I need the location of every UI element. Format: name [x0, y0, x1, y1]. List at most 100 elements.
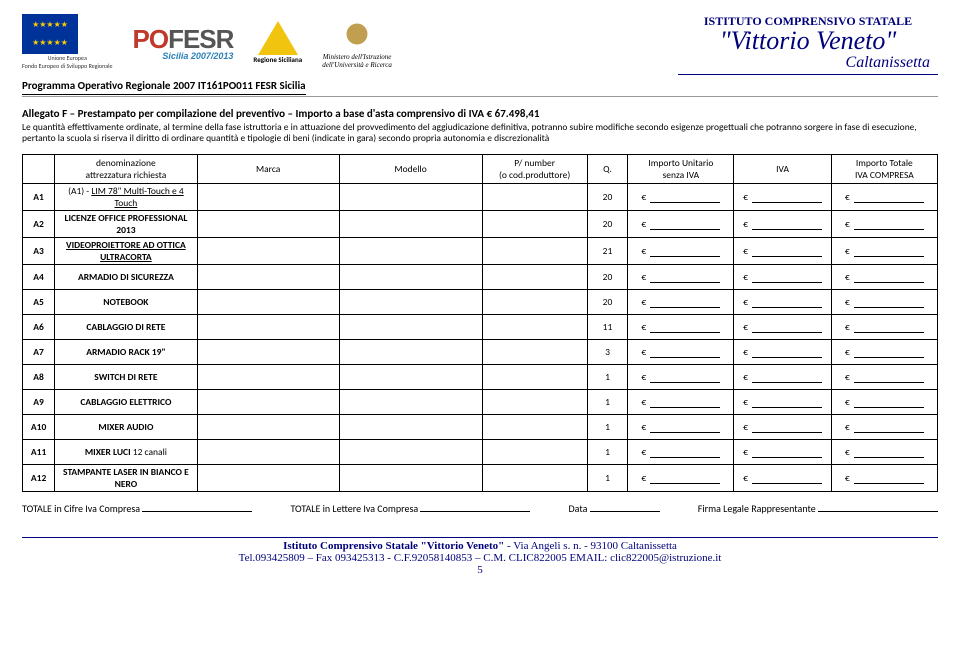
row-marca[interactable] — [197, 184, 339, 211]
logo-row: Unione Europea Fondo Europeo di Sviluppo… — [22, 14, 392, 70]
firma-blank[interactable] — [818, 511, 938, 512]
row-marca[interactable] — [197, 211, 339, 238]
row-modello[interactable] — [339, 365, 482, 390]
row-unit[interactable]: € — [628, 465, 734, 492]
row-unit[interactable]: € — [628, 415, 734, 440]
footer-email: clic822005@istruzione.it — [610, 552, 721, 564]
row-marca[interactable] — [197, 365, 339, 390]
row-pn[interactable] — [482, 390, 587, 415]
row-modello[interactable] — [339, 315, 482, 340]
row-tot[interactable]: € — [831, 365, 937, 390]
row-marca[interactable] — [197, 390, 339, 415]
row-iva[interactable]: € — [734, 415, 831, 440]
row-unit[interactable]: € — [628, 340, 734, 365]
row-iva[interactable]: € — [734, 390, 831, 415]
row-unit[interactable]: € — [628, 184, 734, 211]
row-pn[interactable] — [482, 238, 587, 265]
row-iva[interactable]: € — [734, 265, 831, 290]
row-marca[interactable] — [197, 315, 339, 340]
row-unit[interactable]: € — [628, 211, 734, 238]
row-iva[interactable]: € — [734, 238, 831, 265]
row-unit[interactable]: € — [628, 315, 734, 340]
row-marca[interactable] — [197, 340, 339, 365]
letterhead: Unione Europea Fondo Europeo di Sviluppo… — [22, 14, 938, 75]
row-tot[interactable]: € — [831, 315, 937, 340]
table-row: A1(A1) - LIM 78" Multi-Touch e 4 Touch20… — [23, 184, 938, 211]
row-modello[interactable] — [339, 465, 482, 492]
row-pn[interactable] — [482, 440, 587, 465]
row-modello[interactable] — [339, 415, 482, 440]
row-unit[interactable]: € — [628, 390, 734, 415]
eu-logo-block: Unione Europea Fondo Europeo di Sviluppo… — [22, 14, 112, 70]
row-tot[interactable]: € — [831, 340, 937, 365]
row-marca[interactable] — [197, 290, 339, 315]
row-modello[interactable] — [339, 390, 482, 415]
row-modello[interactable] — [339, 265, 482, 290]
row-marca[interactable] — [197, 238, 339, 265]
row-iva[interactable]: € — [734, 211, 831, 238]
row-unit[interactable]: € — [628, 265, 734, 290]
row-denom: (A1) - LIM 78" Multi-Touch e 4 Touch — [55, 184, 198, 211]
row-tot[interactable]: € — [831, 238, 937, 265]
pofesr-logo: POFESR Sicilia 2007/2013 — [132, 24, 233, 61]
row-modello[interactable] — [339, 211, 482, 238]
row-iva[interactable]: € — [734, 465, 831, 492]
row-iva[interactable]: € — [734, 315, 831, 340]
row-marca[interactable] — [197, 465, 339, 492]
divider — [22, 96, 938, 97]
row-tot[interactable]: € — [831, 184, 937, 211]
row-pn[interactable] — [482, 184, 587, 211]
row-unit[interactable]: € — [628, 290, 734, 315]
table-header-row: denominazioneattrezzatura richiesta Marc… — [23, 155, 938, 184]
row-iva[interactable]: € — [734, 365, 831, 390]
col-tot: Importo TotaleIVA COMPRESA — [831, 155, 937, 184]
row-modello[interactable] — [339, 290, 482, 315]
total-lettere-blank[interactable] — [420, 511, 530, 512]
row-modello[interactable] — [339, 238, 482, 265]
row-unit[interactable]: € — [628, 238, 734, 265]
row-marca[interactable] — [197, 265, 339, 290]
row-q: 1 — [587, 365, 628, 390]
row-tot[interactable]: € — [831, 290, 937, 315]
row-tot[interactable]: € — [831, 390, 937, 415]
row-id: A7 — [23, 340, 55, 365]
row-iva[interactable]: € — [734, 340, 831, 365]
row-modello[interactable] — [339, 340, 482, 365]
table-row: A7ARMADIO RACK 19"3€ € € — [23, 340, 938, 365]
row-tot[interactable]: € — [831, 265, 937, 290]
row-iva[interactable]: € — [734, 440, 831, 465]
row-iva[interactable]: € — [734, 290, 831, 315]
row-pn[interactable] — [482, 211, 587, 238]
row-tot[interactable]: € — [831, 415, 937, 440]
row-pn[interactable] — [482, 315, 587, 340]
row-pn[interactable] — [482, 340, 587, 365]
row-pn[interactable] — [482, 365, 587, 390]
row-pn[interactable] — [482, 465, 587, 492]
row-tot[interactable]: € — [831, 440, 937, 465]
row-denom: STAMPANTE LASER IN BIANCO E NERO — [55, 465, 198, 492]
row-id: A6 — [23, 315, 55, 340]
row-id: A5 — [23, 290, 55, 315]
row-modello[interactable] — [339, 184, 482, 211]
row-q: 20 — [587, 184, 628, 211]
row-pn[interactable] — [482, 415, 587, 440]
data-blank[interactable] — [590, 511, 660, 512]
footer-school: Istituto Comprensivo Statale "Vittorio V… — [283, 540, 504, 552]
school-name: "Vittorio Veneto" — [678, 29, 938, 54]
underline — [678, 74, 938, 75]
row-marca[interactable] — [197, 440, 339, 465]
row-unit[interactable]: € — [628, 365, 734, 390]
page-number: 5 — [22, 564, 938, 576]
row-modello[interactable] — [339, 440, 482, 465]
row-marca[interactable] — [197, 415, 339, 440]
row-iva[interactable]: € — [734, 184, 831, 211]
row-id: A9 — [23, 390, 55, 415]
eu-caption-2: Fondo Europeo di Sviluppo Regionale — [22, 62, 112, 70]
row-tot[interactable]: € — [831, 465, 937, 492]
row-unit[interactable]: € — [628, 440, 734, 465]
row-pn[interactable] — [482, 290, 587, 315]
row-pn[interactable] — [482, 265, 587, 290]
row-tot[interactable]: € — [831, 211, 937, 238]
total-cifre-blank[interactable] — [142, 511, 252, 512]
row-q: 20 — [587, 211, 628, 238]
